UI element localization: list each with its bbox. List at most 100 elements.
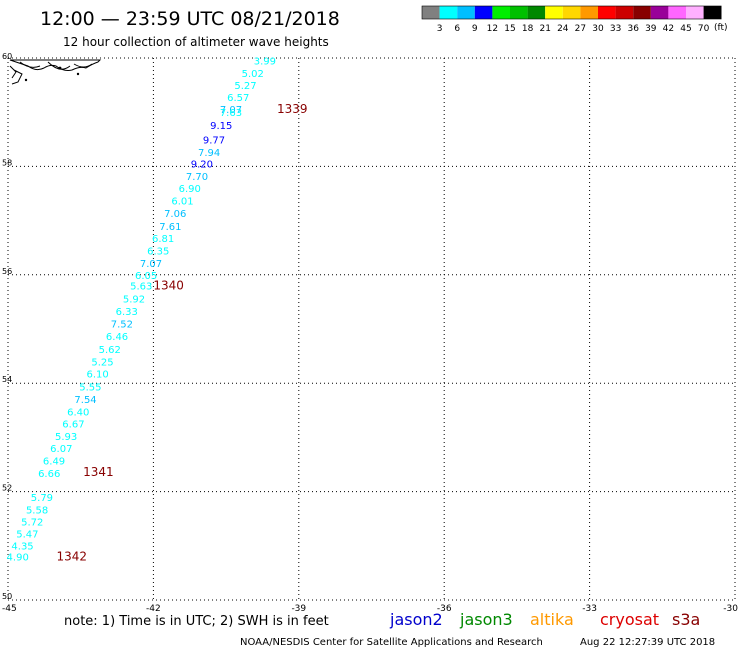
legend-s3a: s3a bbox=[672, 610, 700, 629]
x-tick-label: -45 bbox=[2, 604, 17, 614]
colorbar-label: 9 bbox=[472, 24, 478, 34]
y-axis-ticks: 60 58 56 54 52 50 bbox=[2, 52, 12, 601]
pass-time-label: 1342 bbox=[56, 550, 87, 564]
footer-note: note: 1) Time is in UTC; 2) SWH is in fe… bbox=[64, 614, 329, 629]
colorbar-swatch bbox=[527, 6, 546, 19]
wave-height-label: 6.49 bbox=[43, 457, 65, 468]
footer-timestamp: Aug 22 12:27:39 UTC 2018 bbox=[580, 637, 715, 648]
wave-height-label: 5.92 bbox=[123, 295, 145, 306]
wave-height-label: 5.02 bbox=[242, 69, 264, 80]
y-tick-label: 60 bbox=[2, 52, 12, 61]
colorbar-swatch bbox=[562, 6, 581, 19]
wave-height-label: 6.05 bbox=[135, 271, 157, 282]
satellite-legend: jason2 jason3 altika cryosat s3a bbox=[389, 610, 700, 629]
colorbar-label: 12 bbox=[487, 24, 498, 34]
colorbar-swatch bbox=[615, 6, 634, 19]
wave-height-label: 3.99 bbox=[254, 57, 276, 68]
colorbar-swatch bbox=[633, 6, 651, 19]
x-axis-ticks: -45 -42 -39 -36 -33 -30 bbox=[2, 604, 738, 614]
colorbar-swatch bbox=[439, 6, 458, 19]
colorbar-label: 42 bbox=[663, 24, 674, 34]
colorbar-label: 27 bbox=[575, 24, 586, 34]
wave-height-label: 5.93 bbox=[55, 432, 77, 443]
wave-height-label: 7.61 bbox=[159, 222, 181, 233]
colorbar-swatch bbox=[422, 6, 440, 19]
x-tick-label: -33 bbox=[582, 604, 597, 614]
colorbar-label: 18 bbox=[522, 24, 534, 34]
colorbar-swatch bbox=[598, 6, 616, 19]
chart-title: 12:00 — 23:59 UTC 08/21/2018 bbox=[40, 8, 340, 30]
wave-height-label: 9.15 bbox=[210, 121, 232, 132]
wave-height-label: 4.90 bbox=[7, 553, 29, 564]
x-tick-label: -42 bbox=[146, 604, 161, 614]
wave-height-label: 6.67 bbox=[62, 419, 84, 430]
pass-time-labels: 1339 1340 1341 1342 bbox=[56, 102, 307, 564]
pass-time-label: 1341 bbox=[83, 465, 114, 479]
x-tick-label: -39 bbox=[291, 604, 306, 614]
legend-altika: altika bbox=[530, 610, 574, 629]
wave-height-label: 9.77 bbox=[203, 135, 225, 146]
colorbar-swatch bbox=[650, 6, 669, 19]
colorbar-swatch bbox=[668, 6, 686, 19]
colorbar-label: 30 bbox=[592, 24, 604, 34]
y-tick-label: 54 bbox=[2, 375, 12, 384]
colorbar-swatch bbox=[580, 6, 598, 19]
colorbar-swatch bbox=[686, 6, 704, 19]
wave-height-label: 7.63 bbox=[220, 108, 242, 119]
wave-height-label: 7.52 bbox=[111, 320, 133, 331]
wave-height-label: 9.20 bbox=[191, 160, 213, 171]
wave-height-label: 7.07 bbox=[220, 105, 242, 116]
chart-subtitle: 12 hour collection of altimeter wave hei… bbox=[63, 35, 329, 49]
wave-height-label: 6.81 bbox=[152, 234, 174, 245]
wave-height-label: 5.79 bbox=[31, 493, 53, 504]
colorbar-label: 21 bbox=[539, 24, 550, 34]
colorbar-label: 24 bbox=[557, 24, 569, 34]
colorbar-swatch bbox=[510, 6, 528, 19]
y-tick-label: 58 bbox=[2, 158, 12, 167]
wave-height-label: 5.25 bbox=[91, 358, 113, 369]
colorbar-legend: 3 6 9 12 15 18 21 24 27 30 33 36 39 42 45 70 bbox=[421, 5, 722, 34]
colorbar-swatch bbox=[474, 6, 493, 19]
colorbar-label: 70 bbox=[698, 24, 710, 34]
wave-height-label: 6.10 bbox=[87, 369, 109, 380]
wave-height-label: 6.46 bbox=[106, 332, 128, 343]
y-tick-label: 52 bbox=[2, 484, 12, 493]
wave-height-label: 5.62 bbox=[99, 345, 121, 356]
y-tick-label: 50 bbox=[2, 592, 12, 601]
wave-height-label: 6.35 bbox=[147, 246, 169, 257]
wave-height-label: 6.40 bbox=[67, 407, 89, 418]
colorbar-label: 45 bbox=[680, 24, 691, 34]
colorbar-swatch bbox=[457, 6, 475, 19]
colorbar-label: 3 bbox=[437, 24, 443, 34]
legend-jason3: jason3 bbox=[459, 610, 513, 629]
wave-height-label: 6.01 bbox=[171, 197, 193, 208]
colorbar-swatch bbox=[545, 6, 563, 19]
wave-height-label: 5.27 bbox=[234, 81, 256, 92]
colorbar-label: 39 bbox=[645, 24, 657, 34]
wave-height-label: 6.90 bbox=[179, 184, 201, 195]
x-tick-label: -30 bbox=[723, 604, 738, 614]
colorbar-frame bbox=[421, 5, 722, 20]
wave-height-label: 6.07 bbox=[50, 444, 72, 455]
wave-height-label: 6.33 bbox=[116, 307, 138, 318]
y-tick-label: 56 bbox=[2, 267, 12, 276]
wave-height-label: 5.55 bbox=[79, 382, 101, 393]
footer-credit: NOAA/NESDIS Center for Satellite Applica… bbox=[240, 637, 543, 648]
wave-height-label: 7.70 bbox=[186, 172, 208, 183]
legend-cryosat: cryosat bbox=[600, 610, 659, 629]
wave-height-label: 6.66 bbox=[38, 469, 60, 480]
wave-height-label: 6.57 bbox=[227, 93, 249, 104]
colorbar-label: 15 bbox=[504, 24, 515, 34]
wave-height-label: 5.58 bbox=[26, 505, 48, 516]
wave-height-points: 3.995.025.276.577.077.639.159.777.949.20… bbox=[7, 57, 276, 564]
colorbar-swatch bbox=[703, 6, 722, 19]
colorbar-label: 36 bbox=[627, 24, 639, 34]
wave-height-label: 7.54 bbox=[74, 395, 96, 406]
legend-jason2: jason2 bbox=[389, 610, 443, 629]
coastline-greenland bbox=[9, 59, 102, 85]
colorbar-label: 6 bbox=[454, 24, 460, 34]
pass-time-label: 1339 bbox=[277, 102, 308, 116]
wave-height-label: 7.07 bbox=[140, 259, 162, 270]
wave-height-label: 7.06 bbox=[164, 209, 186, 220]
